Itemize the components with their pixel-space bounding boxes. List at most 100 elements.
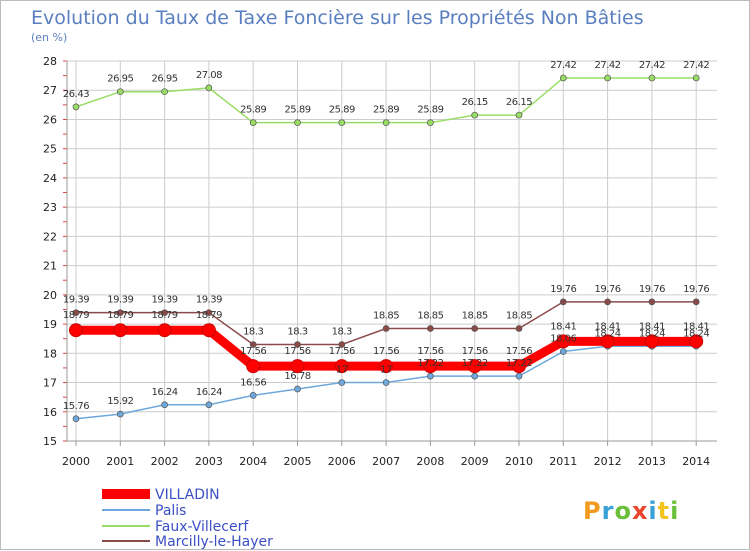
data-label: 27.42 (683, 60, 709, 71)
data-label: 17 (380, 365, 392, 376)
series-layer (69, 74, 704, 423)
unit-label: (en %) (31, 31, 67, 44)
data-label: 26.15 (506, 97, 532, 108)
data-label: 16.24 (152, 387, 178, 398)
data-label: 27.42 (550, 60, 576, 71)
data-point (423, 359, 438, 374)
data-label: 18.24 (595, 328, 621, 339)
data-point (338, 119, 346, 127)
y-tick-label: 22 (43, 230, 57, 243)
data-point (334, 359, 349, 374)
data-point (471, 325, 479, 332)
data-label: 19.39 (196, 295, 222, 306)
data-label: 25.89 (329, 105, 355, 116)
data-label: 26.43 (63, 89, 89, 100)
legend-label: VILLADIN (155, 487, 220, 503)
data-label: 18.85 (373, 310, 399, 321)
data-point (427, 119, 434, 127)
data-label: 17.56 (284, 346, 310, 357)
data-point (471, 372, 479, 380)
legend-label: Faux-Villecerf (155, 519, 249, 535)
y-tick-label: 27 (43, 84, 57, 97)
legend: VILLADINPalisFaux-VillecerfMarcilly-le-H… (102, 487, 273, 550)
proxiti-logo: Proxiti (583, 497, 679, 525)
data-label: 18.3 (287, 327, 307, 338)
y-tick-label: 24 (43, 172, 57, 185)
data-label: 18.24 (683, 328, 709, 339)
data-point (515, 111, 523, 119)
data-point (294, 385, 301, 393)
data-label: 15.76 (63, 401, 89, 412)
data-label: 27.42 (639, 60, 665, 71)
data-point (161, 401, 168, 409)
y-tick-label: 28 (43, 55, 57, 68)
data-label: 17.22 (506, 358, 532, 369)
data-point (648, 74, 656, 82)
y-tick-label: 23 (43, 201, 57, 214)
data-label: 17.56 (240, 346, 266, 357)
data-point (116, 410, 124, 418)
data-point (205, 309, 213, 317)
x-tick-label: 2009 (461, 455, 489, 468)
data-point (427, 325, 434, 332)
svg-text:Proxiti: Proxiti (583, 497, 679, 525)
data-point (113, 323, 128, 338)
data-label: 17.56 (417, 346, 443, 357)
data-label: 27.08 (196, 70, 222, 81)
data-point (515, 325, 523, 332)
data-label: 16.24 (196, 387, 222, 398)
data-label: 18.79 (63, 310, 89, 321)
data-label: 25.89 (284, 105, 310, 116)
data-point (249, 119, 257, 127)
data-label: 27.42 (595, 60, 621, 71)
data-label: 18.41 (683, 321, 709, 332)
data-label: 18.79 (152, 310, 178, 321)
data-point (471, 111, 479, 119)
data-point (512, 359, 526, 374)
data-label: 18.85 (417, 310, 443, 321)
data-label: 18.41 (550, 321, 576, 332)
data-label: 18.79 (107, 310, 133, 321)
data-label: 17.22 (417, 358, 443, 369)
data-label: 16.78 (284, 371, 310, 382)
legend-label: Palis (155, 503, 186, 519)
data-label: 18.85 (506, 310, 532, 321)
data-point (600, 334, 615, 349)
x-tick-label: 2007 (372, 455, 400, 468)
data-label: 25.89 (373, 105, 399, 116)
data-label: 16.56 (240, 377, 266, 388)
data-point (294, 341, 301, 348)
data-label: 25.89 (240, 105, 266, 116)
data-point (467, 359, 482, 374)
y-tick-label: 17 (43, 377, 57, 390)
data-label: 26.95 (107, 74, 133, 85)
data-label: 17.56 (373, 346, 399, 357)
y-tick-label: 15 (43, 435, 57, 448)
data-point (201, 323, 216, 338)
data-label: 17.56 (462, 346, 488, 357)
x-tick-label: 2014 (682, 455, 710, 468)
x-tick-label: 2001 (106, 455, 134, 468)
data-label: 17.56 (329, 346, 355, 357)
data-point (604, 74, 611, 82)
data-point (559, 74, 567, 82)
y-tick-label: 20 (43, 289, 57, 302)
data-point (692, 298, 700, 306)
data-label: 19.39 (152, 295, 178, 306)
data-point (648, 298, 656, 306)
data-point (382, 325, 390, 332)
data-label: 17.22 (462, 358, 488, 369)
data-point (161, 88, 168, 96)
y-tick-label: 16 (43, 406, 57, 419)
x-tick-label: 2008 (416, 455, 444, 468)
y-tick-label: 18 (43, 347, 57, 360)
x-tick-label: 2002 (151, 455, 179, 468)
data-point (69, 323, 83, 338)
x-tick-label: 2010 (505, 455, 533, 468)
data-point (116, 309, 124, 317)
chart-title: Evolution du Taux de Taxe Foncière sur l… (31, 7, 644, 29)
data-point (116, 88, 124, 96)
